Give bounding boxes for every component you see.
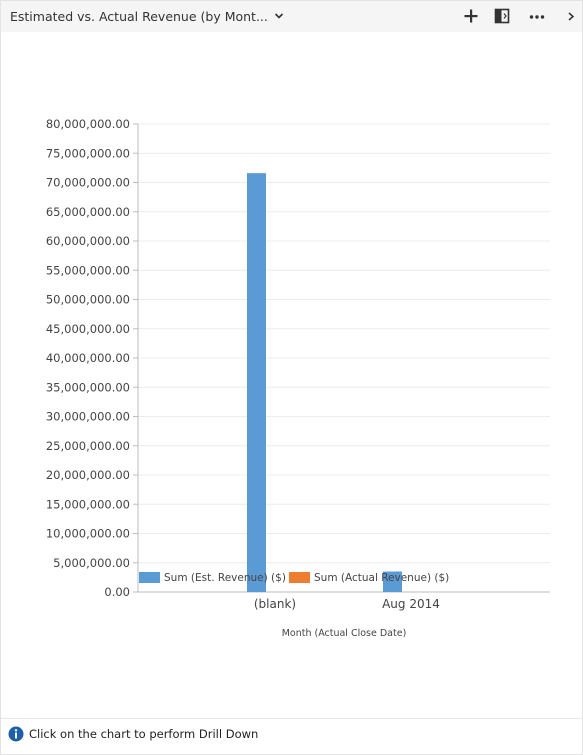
x-tick-label: Aug 2014 [382,597,440,611]
plus-icon[interactable] [462,7,480,25]
y-tick-label: 45,000,000.00 [46,322,130,336]
legend-swatch [289,572,310,583]
y-tick-label: 10,000,000.00 [46,527,130,541]
y-tick-label: 20,000,000.00 [46,468,130,482]
y-tick-label: 55,000,000.00 [46,263,130,277]
info-icon [8,726,24,742]
y-tick-label: 70,000,000.00 [46,176,130,190]
y-tick-label: 50,000,000.00 [46,293,130,307]
chart-header: Estimated vs. Actual Revenue (by Mont... [1,1,582,32]
revenue-bar-chart[interactable]: 0.00 5,000,000.00 10,000,000.00 15,000,000.… [1,101,582,661]
x-axis-title: Month (Actual Close Date) [282,628,407,639]
y-tick-label: 60,000,000.00 [46,234,130,248]
legend-label: Sum (Est. Revenue) ($) [164,572,286,584]
chart-title-dropdown[interactable]: Estimated vs. Actual Revenue (by Mont... [10,6,284,26]
drill-down-hint: Click on the chart to perform Drill Down [29,727,259,741]
more-icon[interactable] [528,7,546,25]
y-tick-label: 35,000,000.00 [46,380,130,394]
legend-swatch [139,572,160,583]
x-tick-label: (blank) [254,597,296,611]
chevron-down-icon [274,13,283,19]
y-tick-label: 30,000,000.00 [46,410,130,424]
chart-title: Estimated vs. Actual Revenue (by Mont... [10,8,268,24]
y-tick-label: 65,000,000.00 [46,205,130,219]
y-tick-label: 25,000,000.00 [46,439,130,453]
y-tick-label: 80,000,000.00 [46,117,130,131]
chevron-right-icon[interactable] [565,7,577,25]
y-tick-label: 0.00 [104,585,130,599]
y-tick-label: 75,000,000.00 [46,146,130,160]
chart-footer: Click on the chart to perform Drill Down [8,725,258,743]
footer-divider [1,718,582,719]
expand-icon[interactable] [493,7,511,25]
chart-area[interactable]: 0.00 5,000,000.00 10,000,000.00 15,000,000.… [1,101,582,661]
y-tick-label: 40,000,000.00 [46,351,130,365]
bar-est-revenue [383,571,402,592]
bar-est-revenue [247,173,266,592]
legend-label: Sum (Actual Revenue) ($) [314,572,449,584]
y-tick-label: 5,000,000.00 [53,556,130,570]
y-tick-label: 15,000,000.00 [46,497,130,511]
